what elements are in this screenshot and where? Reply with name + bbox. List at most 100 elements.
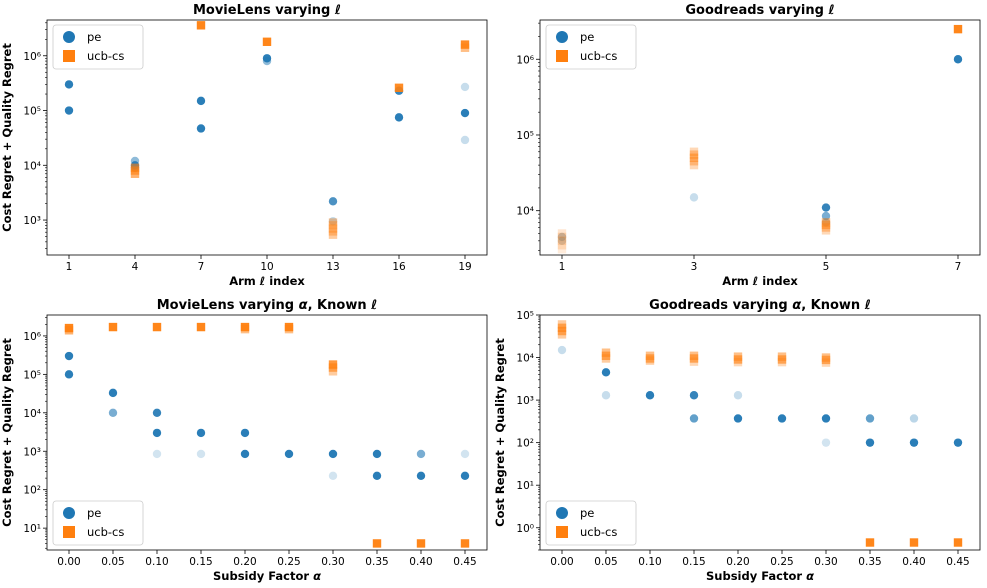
x-axis-label: Arm ℓ index (229, 274, 305, 288)
x-tick-label: 0.25 (770, 556, 793, 568)
chart-title: MovieLens varying ℓ (193, 3, 341, 18)
data-point-ucb-cs (777, 355, 787, 364)
data-point-pe (196, 428, 206, 438)
y-tick-label: 10³ (23, 215, 41, 227)
data-point-ucb-cs (460, 539, 470, 548)
axes-frame (46, 314, 488, 551)
data-point-ucb-cs (328, 221, 338, 230)
data-point-ucb-cs (909, 538, 919, 547)
data-point-ucb-cs (689, 357, 699, 366)
x-tick-label: 16 (392, 261, 406, 273)
x-tick-label: 1 (559, 261, 566, 273)
x-axis-label: Arm ℓ index (722, 274, 798, 288)
legend: pe ucb-cs (545, 500, 637, 546)
data-point-ucb-cs (152, 322, 162, 332)
data-point-pe (460, 449, 470, 459)
data-point-ucb-cs (328, 363, 338, 372)
legend-marker-ucb-cs (63, 526, 75, 538)
x-tick-label: 0.40 (409, 556, 432, 568)
data-point-pe (152, 428, 162, 438)
data-point-ucb-cs (284, 324, 294, 334)
data-point-ucb-cs (64, 326, 74, 335)
data-point-pe (328, 471, 338, 480)
data-point-pe (196, 449, 206, 459)
y-axis-label: Cost Regret + Quality Regret (0, 338, 14, 527)
x-tick-label: 0.15 (682, 556, 705, 568)
legend-marker-ucb-cs (63, 50, 75, 62)
x-tick-label: 7 (198, 261, 205, 273)
data-point-pe (865, 414, 875, 423)
y-tick-label: 10³ (516, 395, 534, 407)
legend: pe ucb-cs (545, 24, 637, 70)
x-tick-label: 0.25 (277, 556, 300, 568)
legend-box (545, 500, 637, 546)
data-point-pe (460, 82, 470, 92)
y-tick-label: 10⁴ (516, 353, 534, 365)
data-point-pe (689, 193, 699, 202)
legend-marker-ucb-cs (556, 50, 568, 62)
data-point-pe (196, 96, 206, 106)
x-tick-label: 5 (823, 261, 830, 273)
data-point-pe (865, 438, 875, 447)
x-tick-label: 0.05 (101, 556, 124, 568)
y-tick-label: 10⁵ (516, 310, 534, 322)
x-tick-label: 0.45 (946, 556, 969, 568)
data-point-ucb-cs (821, 220, 831, 230)
data-point-ucb-cs (328, 367, 338, 376)
data-point-ucb-cs (557, 236, 567, 246)
x-tick-label: 0.35 (365, 556, 388, 568)
data-point-pe (821, 414, 831, 423)
data-point-pe (64, 80, 74, 89)
data-point-pe (152, 408, 162, 418)
data-point-pe (557, 236, 567, 246)
data-point-ucb-cs (733, 355, 743, 364)
data-point-ucb-cs (865, 538, 875, 547)
data-point-ucb-cs (821, 223, 831, 232)
data-point-pe (328, 449, 338, 459)
data-point-pe (953, 438, 963, 447)
data-point-pe (821, 211, 831, 221)
legend-label-pe: pe (580, 30, 594, 44)
x-tick-label: 0.45 (453, 556, 476, 568)
x-tick-label: 0.30 (814, 556, 837, 568)
data-point-pe (821, 438, 831, 447)
y-tick-label: 10¹ (516, 480, 534, 492)
x-tick-label: 0.40 (902, 556, 925, 568)
axes-frame (539, 19, 981, 256)
x-tick-label: 0.10 (145, 556, 168, 568)
data-point-pe (394, 113, 404, 122)
legend-box (52, 24, 144, 70)
x-tick-label: 0.20 (726, 556, 749, 568)
chart-title: Goodreads varying α, Known ℓ (649, 298, 871, 313)
data-point-ucb-cs (328, 227, 338, 236)
data-point-ucb-cs (689, 354, 699, 363)
chart-title: MovieLens varying α, Known ℓ (157, 298, 378, 313)
x-tick-label: 3 (691, 261, 698, 273)
y-tick-label: 10⁶ (516, 54, 534, 66)
y-tick-label: 10² (23, 485, 41, 497)
data-point-ucb-cs (777, 357, 787, 367)
y-axis-label: Cost Regret + Quality Regret (493, 338, 507, 527)
data-point-pe (108, 388, 118, 398)
data-point-ucb-cs (953, 24, 963, 34)
data-point-pe (416, 449, 426, 459)
x-tick-label: 0.30 (321, 556, 344, 568)
data-point-ucb-cs (557, 330, 567, 339)
data-point-ucb-cs (645, 356, 655, 365)
panel-2: Goodreads varying ℓ Arm ℓ index 1 3 5 7 10⁴ 10⁵… (516, 3, 981, 288)
data-point-ucb-cs (821, 226, 831, 235)
data-point-pe (557, 232, 567, 242)
panel-3: MovieLens varying α, Known ℓ Subsidy Fact… (0, 298, 488, 583)
x-tick-label: 19 (458, 261, 471, 273)
legend-label-ucb-cs: ucb-cs (580, 49, 617, 63)
y-tick-label: 10⁰ (516, 523, 534, 535)
x-tick-label: 10 (260, 261, 273, 273)
x-axis-label: Subsidy Factor α (706, 569, 814, 583)
data-point-pe (460, 108, 470, 118)
legend: pe ucb-cs (52, 500, 144, 546)
data-point-pe (733, 391, 743, 400)
data-point-pe (372, 471, 382, 480)
data-point-ucb-cs (601, 354, 611, 363)
x-tick-label: 0.10 (638, 556, 661, 568)
